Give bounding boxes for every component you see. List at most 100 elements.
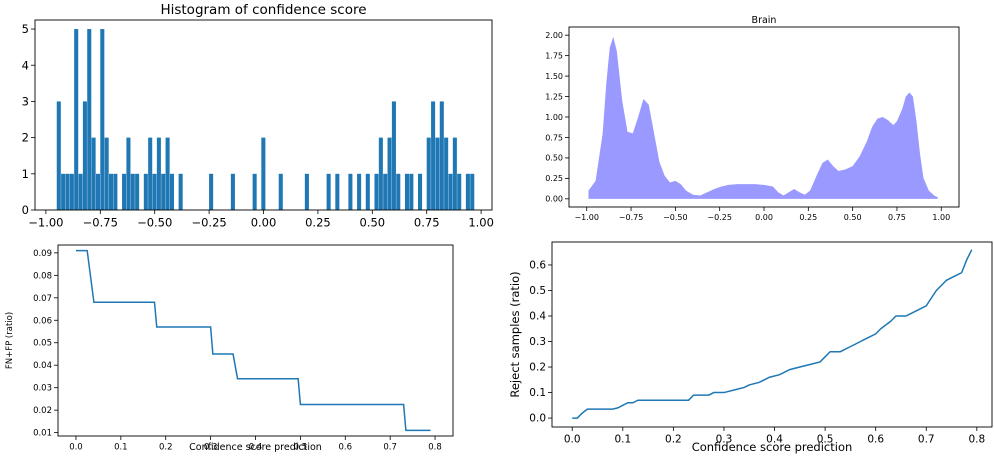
y-tick-label: 0.6 [529, 260, 546, 272]
histogram-bar [78, 173, 83, 210]
x-tick-label: 0.00 [251, 216, 277, 230]
histogram-bar [465, 173, 470, 210]
y-tick-label: 0.5 [529, 285, 546, 297]
histogram-bar [444, 137, 449, 210]
histogram-bar [457, 173, 462, 210]
histogram-bar [209, 173, 214, 210]
y-tick-label: 1.00 [545, 113, 563, 122]
histogram-bar [230, 173, 235, 210]
x-tick-label: −0.75 [619, 213, 644, 222]
x-tick-label: 0.8 [968, 434, 985, 446]
x-tick-label: −0.75 [83, 216, 118, 230]
y-tick-label: 0.02 [33, 406, 52, 416]
y-tick-label: 0.4 [529, 311, 546, 323]
y-tick-label: 0.09 [33, 249, 52, 259]
y-tick-label: 4 [22, 58, 29, 72]
histogram-bar [391, 101, 396, 210]
x-tick-label: 0.5 [817, 434, 834, 446]
plot-frame [551, 241, 993, 428]
histogram-bar [95, 173, 100, 210]
histogram-bar [152, 173, 157, 210]
y-tick-label: 0.2 [529, 362, 546, 374]
histogram-chart: −1.00 −0.75 −0.50 −0.25 0.00 0.25 0.50 0.75 1.00… [22, 2, 494, 230]
x-tick-label: 0.2 [665, 434, 682, 446]
x-tick-label: 0.7 [918, 434, 935, 446]
x-tick-label: 1.00 [932, 213, 950, 222]
histogram-bar [278, 173, 283, 210]
x-tick-label: 0.25 [799, 213, 817, 222]
x-tick-label: 0.50 [360, 216, 386, 230]
x-tick-label: 0.7 [383, 443, 397, 453]
histogram-bar [448, 173, 453, 210]
histogram-bar [87, 29, 92, 210]
y-tick-label: 0.05 [33, 339, 52, 349]
y-axis-label: FN+FP (ratio) [5, 312, 15, 369]
histogram-bar [374, 173, 379, 210]
histogram-bar [178, 173, 183, 210]
y-tick-label: 3 [22, 94, 29, 108]
histogram-bar [261, 137, 266, 210]
error-ratio-panel: 0.0 0.1 0.2 0.3 0.4 0.5 0.6 0.7 0.8 0.01 0.02 0.03 0… [0, 232, 500, 460]
histogram-bar [357, 173, 362, 210]
y-tick-label: 1.75 [545, 51, 563, 60]
x-tick-label: 0.8 [428, 443, 442, 453]
histogram-bar [418, 173, 423, 210]
y-tick-label: 0.3 [529, 336, 546, 348]
y-tick-label: 0.06 [33, 316, 52, 326]
y-tick-label: 0.25 [545, 174, 563, 183]
x-tick-label: 0.00 [755, 213, 773, 222]
reject-ratio-chart: 0.0 0.1 0.2 0.3 0.4 0.5 0.6 0.7 0.8 0.0 0.1 0.2 0.3 0… [508, 241, 993, 454]
x-tick-label: 0.4 [766, 434, 783, 446]
histogram-bar [148, 137, 153, 210]
x-tick-label: 0.25 [305, 216, 331, 230]
histogram-bar [130, 173, 135, 210]
density-chart: −1.00 −0.75 −0.50 −0.25 0.00 0.25 0.50 0.75 1.00… [545, 15, 960, 222]
histogram-bar [69, 173, 74, 210]
histogram-bar [74, 29, 79, 210]
error-ratio-chart: 0.0 0.1 0.2 0.3 0.4 0.5 0.6 0.7 0.8 0.01 0.02 0.03 0… [5, 244, 454, 453]
histogram-bar [161, 173, 166, 210]
reject-ratio-panel: 0.0 0.1 0.2 0.3 0.4 0.5 0.6 0.7 0.8 0.0 0.1 0.2 0.3 0… [505, 232, 994, 460]
histogram-bar [439, 101, 444, 210]
histogram-bar [404, 173, 410, 210]
y-tick-label: 0.04 [33, 361, 52, 371]
histogram-bar [326, 173, 331, 210]
y-tick-label: 0.1 [529, 387, 546, 399]
histogram-bar [387, 137, 392, 210]
histogram-bar [470, 173, 475, 210]
histogram-bar [82, 101, 87, 210]
x-tick-label: −0.25 [191, 216, 226, 230]
histogram-bar [335, 173, 340, 210]
x-axis-label: Confidence score prediction [189, 442, 322, 453]
x-tick-label: −0.25 [707, 213, 732, 222]
histogram-bar [426, 137, 431, 210]
histogram-bar [396, 173, 401, 210]
histogram-panel: −1.00 −0.75 −0.50 −0.25 0.00 0.25 0.50 0.75 1.00… [0, 0, 500, 230]
x-tick-label: 0.1 [614, 434, 631, 446]
y-tick-label: 2 [22, 131, 29, 145]
y-tick-label: 0.01 [33, 429, 52, 439]
x-tick-label: 0.2 [159, 443, 173, 453]
histogram-bar [435, 137, 440, 210]
y-axis-label: Reject samples (ratio) [508, 271, 522, 397]
histogram-bar [169, 173, 174, 210]
x-tick-label: 0.4 [249, 443, 263, 453]
x-tick-label: 1.00 [468, 216, 494, 230]
histogram-bar [56, 101, 61, 210]
y-tick-label: 1.50 [545, 72, 563, 81]
histogram-bar [91, 137, 96, 210]
histogram-bar [156, 137, 161, 210]
x-tick-label: 0.3 [204, 443, 218, 453]
x-tick-label: 0.3 [716, 434, 733, 446]
histogram-bar [65, 173, 70, 210]
y-tick-label: 1 [22, 167, 29, 181]
histogram-bar [252, 173, 257, 210]
y-tick-label: 0.75 [545, 133, 563, 142]
y-tick-label: 5 [22, 22, 29, 36]
x-axis-label: Confidence score prediction [692, 440, 853, 454]
histogram-bar [122, 173, 127, 210]
series-line [75, 249, 431, 432]
histogram-bar [165, 137, 170, 210]
histogram-bar [378, 137, 383, 210]
density-panel: −1.00 −0.75 −0.50 −0.25 0.00 0.25 0.50 0.75 1.00… [505, 0, 994, 230]
